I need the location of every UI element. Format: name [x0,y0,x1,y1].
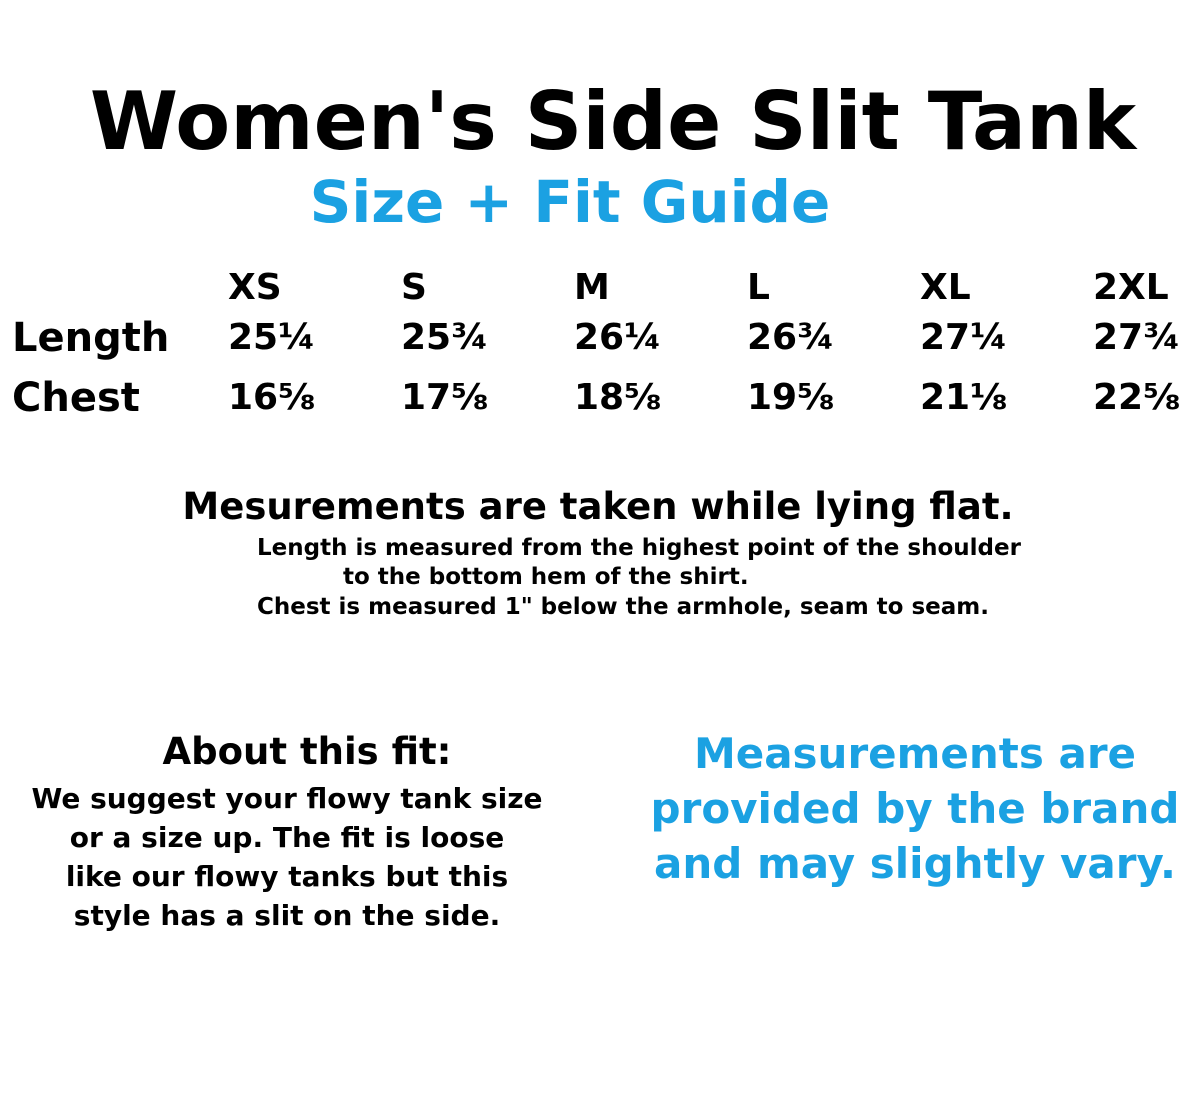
measurement-note-line: Length is measured from the highest poin… [257,535,1021,561]
chest-value-2xl: 22⅝ [1093,377,1181,418]
page-title: Women's Side Slit Tank [89,75,1137,168]
chest-value-l: 19⅝ [747,377,835,418]
about-fit-line: or a size up. The fit is loose [69,821,505,854]
size-header-l: L [747,267,770,308]
measurement-note-heading: Mesurements are taken while lying flat. [182,485,1014,528]
about-fit-line: like our flowy tanks but this [65,860,509,893]
row-label-chest: Chest [12,375,140,421]
about-fit-heading: About this fit: [162,730,452,773]
chest-value-xs: 16⅝ [228,377,316,418]
size-header-xl: XL [920,267,971,308]
length-value-s: 25¾ [401,317,489,358]
size-header-m: M [574,267,610,308]
size-header-s: S [401,267,427,308]
length-value-2xl: 27¾ [1093,317,1181,358]
brand-disclaimer-line: Measurements are [693,729,1137,778]
length-value-l: 26¾ [747,317,835,358]
page-subtitle: Size + Fit Guide [309,168,831,236]
size-header-xs: XS [228,267,282,308]
brand-disclaimer-line: provided by the brand [650,784,1180,833]
chest-value-xl: 21⅛ [920,377,1008,418]
length-value-xs: 25¼ [228,317,316,358]
about-fit-line: We suggest your flowy tank size [31,782,543,815]
measurement-note-line: Chest is measured 1" below the armhole, … [257,594,989,620]
brand-disclaimer: Measurements are provided by the brand a… [650,726,1180,891]
size-table: XS S M L XL 2XL Length 25¼ 25¾ 26¼ 26¾ 2… [0,0,1200,440]
measurement-note-line: to the bottom hem of the shirt. [343,564,749,590]
brand-disclaimer-line: and may slightly vary. [654,839,1176,888]
chest-value-m: 18⅝ [574,377,662,418]
about-fit-line: style has a slit on the side. [73,899,501,932]
chest-value-s: 17⅝ [401,377,489,418]
size-header-2xl: 2XL [1093,267,1169,308]
length-value-m: 26¼ [574,317,662,358]
row-label-length: Length [12,315,170,361]
length-value-xl: 27¼ [920,317,1008,358]
about-fit-text: We suggest your flowy tank size or a siz… [0,779,574,935]
